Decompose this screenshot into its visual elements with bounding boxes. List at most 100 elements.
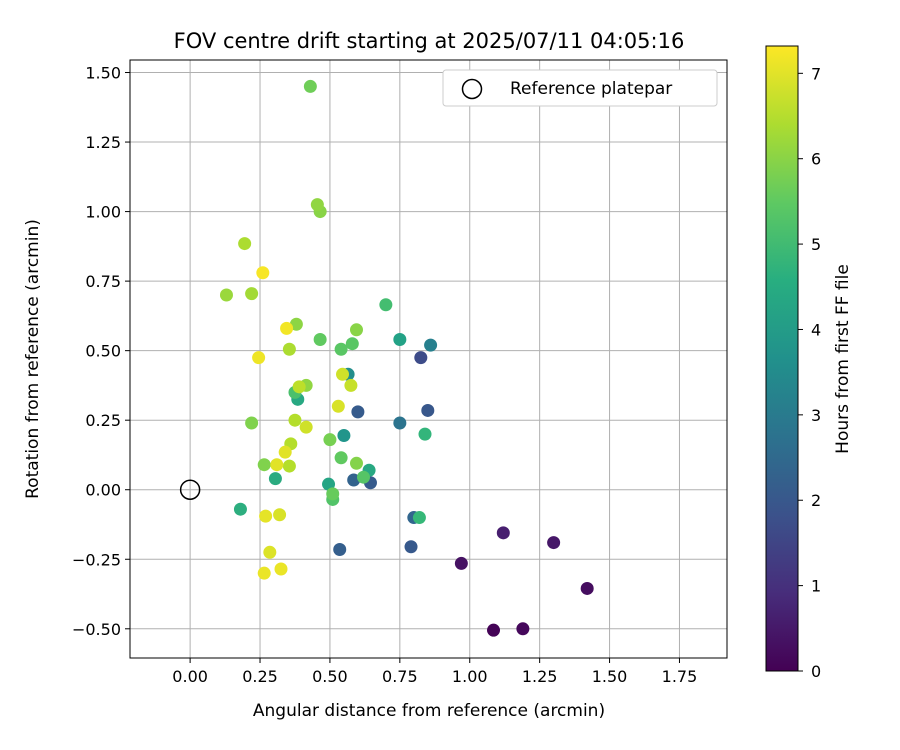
data-point	[288, 413, 302, 427]
x-tick-label: 1.25	[522, 667, 558, 686]
data-point	[245, 416, 259, 430]
data-point	[282, 342, 296, 356]
grid-lines	[130, 60, 727, 658]
colorbar-tick-label: 7	[811, 64, 821, 83]
colorbar-tick-label: 5	[811, 235, 821, 254]
data-point	[289, 317, 303, 331]
data-point	[268, 472, 282, 486]
reference-marker	[179, 479, 201, 500]
data-point	[580, 581, 594, 595]
y-tick-label: 0.00	[85, 481, 121, 500]
data-point	[259, 509, 273, 523]
data-point	[356, 470, 370, 484]
legend-box	[442, 69, 718, 107]
data-point	[547, 536, 561, 550]
data-point	[322, 477, 336, 491]
y-tick-label: −0.25	[72, 550, 121, 569]
legend-marker	[461, 78, 483, 100]
colorbar: 0 1 2 3 4 5 6 7 Hours from first FF file	[765, 45, 853, 681]
data-point	[257, 566, 271, 580]
data-point	[280, 321, 294, 335]
colorbar-tick-label: 4	[811, 320, 821, 339]
data-point	[252, 351, 266, 365]
data-point	[257, 458, 271, 472]
colorbar-gradient	[765, 45, 799, 672]
colorbar-ticks: 0 1 2 3 4 5 6 7	[798, 64, 821, 681]
y-tick-label: 0.50	[85, 342, 121, 361]
data-points	[219, 79, 594, 637]
colorbar-tick-label: 6	[811, 150, 821, 169]
x-tick-label: 0.25	[242, 667, 278, 686]
y-axis-label: Rotation from reference (arcmin)	[23, 219, 43, 499]
data-point	[219, 288, 233, 302]
data-point	[414, 351, 428, 365]
data-point	[273, 508, 287, 522]
data-point	[349, 323, 363, 337]
data-point	[421, 403, 435, 417]
colorbar-tick-label: 1	[811, 577, 821, 596]
data-point	[379, 298, 393, 312]
data-point	[331, 399, 345, 413]
data-point	[496, 526, 510, 540]
x-tick-label: 0.50	[312, 667, 348, 686]
data-point	[487, 623, 501, 637]
data-point	[245, 287, 259, 301]
x-tick-label: 0.00	[172, 667, 208, 686]
y-tick-label: 0.75	[85, 272, 121, 291]
data-point	[344, 378, 358, 392]
data-point	[337, 428, 351, 442]
chart-title: FOV centre drift starting at 2025/07/11 …	[174, 29, 685, 53]
data-point	[238, 237, 252, 251]
data-point	[351, 405, 365, 419]
plot-frame	[129, 59, 728, 659]
data-point	[516, 622, 530, 636]
data-point	[393, 333, 407, 347]
reference-point	[179, 479, 201, 500]
x-tick-label: 1.00	[452, 667, 488, 686]
y-tick-label: 1.50	[85, 64, 121, 83]
data-point	[270, 458, 284, 472]
y-axis-ticks: −0.50 −0.25 0.00 0.25 0.50 0.75 1.00 1.25 1.50	[72, 64, 130, 639]
data-point	[336, 367, 350, 381]
data-point	[418, 427, 432, 441]
data-point	[334, 451, 348, 465]
colorbar-tick-label: 2	[811, 491, 821, 510]
colorbar-tick-label: 0	[811, 662, 821, 681]
y-tick-label: 1.00	[85, 203, 121, 222]
data-point	[303, 79, 317, 93]
data-point	[292, 380, 306, 394]
data-point	[263, 545, 277, 559]
legend-label: Reference platepar	[510, 79, 672, 99]
y-tick-label: −0.50	[72, 620, 121, 639]
data-point	[404, 540, 418, 554]
data-point	[299, 420, 313, 434]
y-tick-label: 0.25	[85, 411, 121, 430]
data-point	[282, 459, 296, 473]
colorbar-label: Hours from first FF file	[833, 264, 853, 454]
y-tick-label: 1.25	[85, 133, 121, 152]
data-point	[310, 198, 324, 212]
data-point	[313, 333, 327, 347]
x-axis-label: Angular distance from reference (arcmin)	[253, 701, 605, 721]
data-point	[334, 342, 348, 356]
data-point	[326, 487, 340, 501]
data-point	[412, 511, 426, 525]
data-point	[349, 456, 363, 470]
data-point	[454, 556, 468, 570]
data-point	[424, 338, 438, 352]
x-axis-ticks: 0.00 0.25 0.50 0.75 1.00 1.25 1.50 1.75	[172, 658, 697, 686]
x-tick-label: 1.75	[662, 667, 698, 686]
x-tick-label: 0.75	[382, 667, 418, 686]
data-point	[347, 473, 361, 487]
data-point	[345, 337, 359, 351]
data-point	[323, 433, 337, 447]
legend: Reference platepar	[442, 69, 718, 107]
colorbar-tick-label: 3	[811, 406, 821, 425]
data-point	[274, 562, 288, 576]
data-point	[333, 543, 347, 557]
data-point	[393, 416, 407, 430]
x-tick-label: 1.50	[592, 667, 628, 686]
data-point	[233, 502, 247, 516]
data-point	[256, 266, 270, 280]
